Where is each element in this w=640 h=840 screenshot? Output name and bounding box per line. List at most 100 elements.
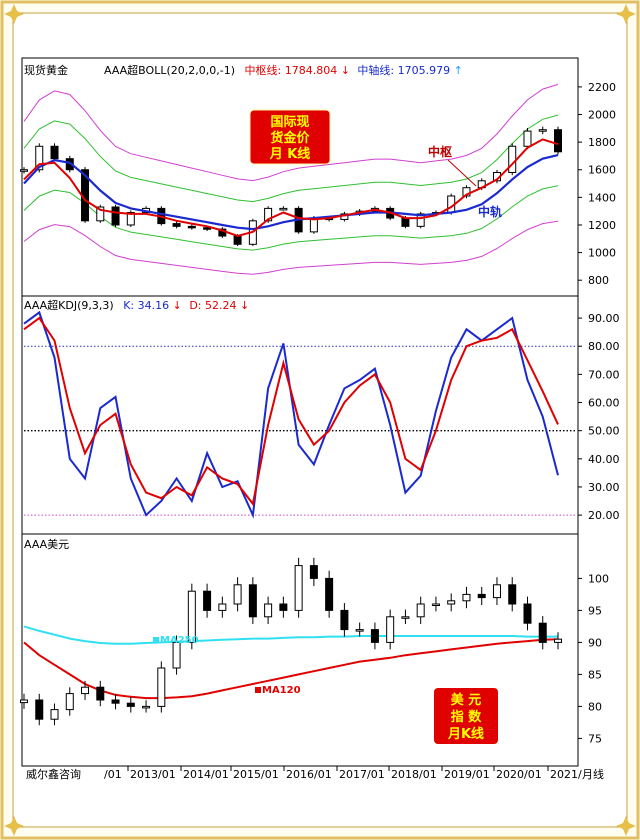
gold-candle [126, 212, 135, 226]
y-tick-label: 800 [588, 274, 609, 287]
usd-candle [355, 629, 364, 632]
corner-star-icon [616, 816, 636, 836]
usd-badge: 美 元 指 数 月K线 [434, 688, 498, 744]
x-tick-label: 2017/01 [339, 768, 385, 781]
y-tick-label: 90.00 [588, 312, 620, 325]
gold-candle [233, 235, 242, 245]
ma120-marker [255, 687, 261, 693]
gold-candle [187, 225, 196, 229]
y-tick-label: 90 [588, 636, 602, 649]
y-tick-label: 1600 [588, 164, 616, 177]
watermark-label: 威尔鑫咨询 [26, 767, 81, 781]
usd-candle [462, 593, 471, 602]
usd-candle [538, 622, 547, 643]
usd-badge-line: 月K线 [447, 726, 484, 742]
usd-candle [35, 699, 44, 720]
gold-candle [20, 169, 28, 172]
gold-title: 现货黄金 [24, 63, 68, 77]
usd-candle [279, 603, 288, 611]
usd-candle [65, 693, 74, 711]
y-tick-label: 60.00 [588, 397, 620, 410]
x-tick-label: 2013/01 [130, 768, 176, 781]
gold-candle [50, 145, 59, 160]
gold-candle [508, 145, 517, 174]
y-tick-label: 95 [588, 604, 602, 617]
ma250-label: MA250 [160, 635, 199, 646]
pivot-annotation-pointer [447, 159, 477, 187]
usd-candle [401, 616, 410, 619]
gold-indicator-row: AAA超BOLL(20,2,0,0,-1) 中枢线: 1784.804 ↓ 中轴… [104, 63, 463, 77]
gold-candle [523, 130, 532, 147]
y-tick-label: 85 [588, 668, 602, 681]
kdj-indicator-row: AAA超KDJ(9,3,3) K: 34.16 ↓ D: 52.24 ↓ [24, 298, 249, 312]
pivot-annotation: 中枢 [428, 144, 452, 159]
x-tick-label: 2019/01 [444, 768, 490, 781]
gold-candle [279, 207, 288, 211]
usd-candle [142, 705, 151, 709]
boll-indicator-label: AAA超BOLL(20,2,0,0,-1) [104, 63, 235, 77]
y-tick-label: 30.00 [588, 481, 620, 494]
ma120-label: MA120 [262, 685, 301, 696]
usd-candle [508, 584, 517, 605]
pivot-line [23, 138, 559, 238]
usd-title: AAA美元 [24, 538, 69, 551]
usd-candle [264, 603, 273, 618]
ma250-marker [153, 637, 159, 643]
usd-candle [325, 577, 334, 611]
corner-star-icon [4, 816, 24, 836]
usd-candle [218, 603, 227, 611]
k-value: K: 34.16 [123, 299, 169, 312]
y-tick-label: 40.00 [588, 453, 620, 466]
y-tick-label: 1400 [588, 191, 616, 204]
usd-badge-line: 指 数 [451, 709, 483, 725]
gold-candle [264, 207, 273, 222]
corner-star-icon [4, 4, 24, 24]
pivot-arrow-icon: ↓ [341, 64, 350, 77]
d-line [23, 316, 559, 507]
usd-candle [96, 686, 105, 701]
usd-plot: 75 80 85 90 95 100 [20, 557, 609, 745]
usd-candle [370, 629, 379, 643]
gold-candle [416, 213, 425, 227]
gold-candle [35, 145, 44, 171]
usd-candle [157, 667, 166, 707]
y-tick-label: 100 [588, 572, 609, 585]
usd-candle [431, 603, 440, 606]
x-tick-label: 2014/01 [183, 768, 229, 781]
y-tick-label: 80.00 [588, 340, 620, 353]
usd-badge-box [434, 688, 498, 744]
axis-annotation: 中轨 [478, 204, 502, 219]
usd-candle [126, 702, 135, 707]
gold-panel-box [21, 57, 579, 297]
gold-badge-line: 货金价 [270, 130, 310, 146]
usd-candle [340, 609, 349, 631]
y-tick-label: 80 [588, 700, 602, 713]
x-axis: /01 2013/01 2014/01 2015/01 2016/01 2017/01 20… [104, 766, 582, 781]
gold-candle [65, 158, 74, 171]
gold-candle [462, 187, 471, 197]
ma250-line [23, 625, 558, 645]
y-tick-label: 1800 [588, 136, 616, 149]
gold-candle [172, 223, 181, 227]
usd-candle [294, 565, 303, 611]
corner-star-icon [616, 4, 636, 24]
y-tick-label: 1200 [588, 219, 616, 232]
d-value: D: 52.24 [189, 299, 236, 312]
usd-candle [309, 565, 318, 579]
pivot-line-value: 中枢线: 1784.804 [245, 63, 338, 77]
gold-candle [96, 206, 105, 222]
x-tick-label: 2020/01 [496, 768, 542, 781]
x-tick-label: 2016/01 [286, 768, 332, 781]
ma120-line [23, 638, 559, 700]
x-tick-label: 2018/01 [391, 768, 437, 781]
gold-candle [554, 129, 562, 153]
y-tick-label: 50.00 [588, 425, 620, 438]
gold-candle [203, 227, 212, 230]
usd-candle [447, 600, 456, 605]
gold-plot: 800 1000 1200 1400 1600 1800 2000 2200 [20, 81, 616, 287]
y-tick-label: 2000 [588, 109, 616, 122]
usd-candle [416, 603, 425, 618]
x-tick-label: 2021/ [550, 768, 582, 781]
gold-candle [401, 217, 410, 227]
